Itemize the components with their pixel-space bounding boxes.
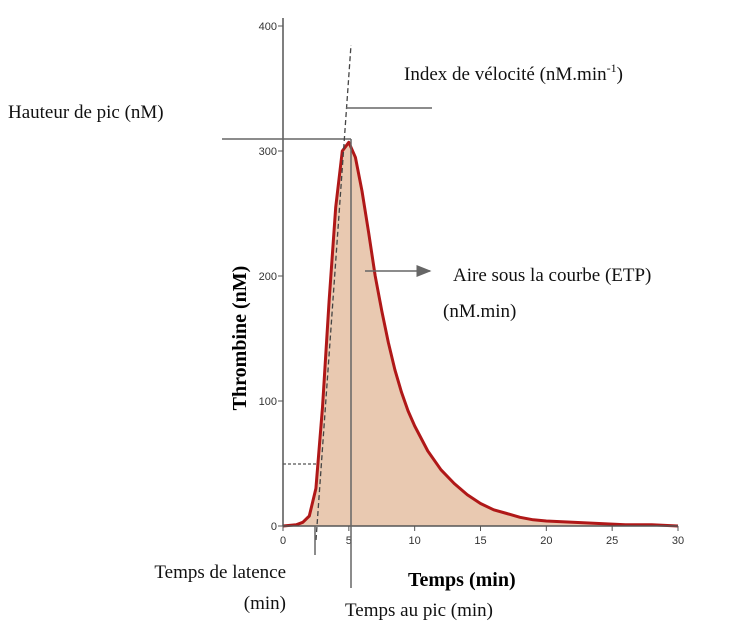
y-tick-label: 100	[259, 396, 277, 408]
y-tick-label: 0	[271, 521, 277, 533]
velocity-index-main: Index de vélocité (nM.min	[404, 64, 607, 85]
thrombin-curve	[282, 140, 679, 528]
plot-area	[282, 140, 679, 528]
x-tick-label: 15	[474, 535, 486, 547]
velocity-index-exponent: -1	[607, 61, 617, 75]
y-tick-label: 400	[259, 21, 277, 33]
y-ticks: 0 100 200 300 400	[259, 21, 283, 533]
x-tick-label: 30	[672, 535, 684, 547]
time-to-peak-label: Temps au pic (min)	[345, 600, 493, 621]
area-under-curve	[283, 142, 678, 527]
lag-time-label-line2: (min)	[244, 593, 286, 614]
velocity-index-label: Index de vélocité (nM.min-1)	[404, 61, 623, 85]
x-tick-label: 10	[409, 535, 421, 547]
x-ticks: 0 5 10 15 20 25 30	[280, 526, 684, 547]
x-tick-label: 5	[346, 535, 352, 547]
velocity-index-close: )	[617, 64, 623, 85]
x-tick-label: 25	[606, 535, 618, 547]
x-tick-label: 20	[540, 535, 552, 547]
x-axis-title: Temps (min)	[408, 569, 516, 591]
y-tick-label: 200	[259, 271, 277, 283]
velocity-tangent-line	[315, 44, 352, 541]
x-tick-label: 0	[280, 535, 286, 547]
y-axis-title: Thrombine (nM)	[229, 266, 251, 411]
lag-time-label-line1: Temps de latence	[154, 562, 286, 583]
area-label-line2: (nM.min)	[443, 301, 516, 322]
peak-height-label: Hauteur de pic (nM)	[8, 102, 164, 123]
area-label-line1: Aire sous la courbe (ETP)	[453, 265, 651, 286]
y-tick-label: 300	[259, 146, 277, 158]
